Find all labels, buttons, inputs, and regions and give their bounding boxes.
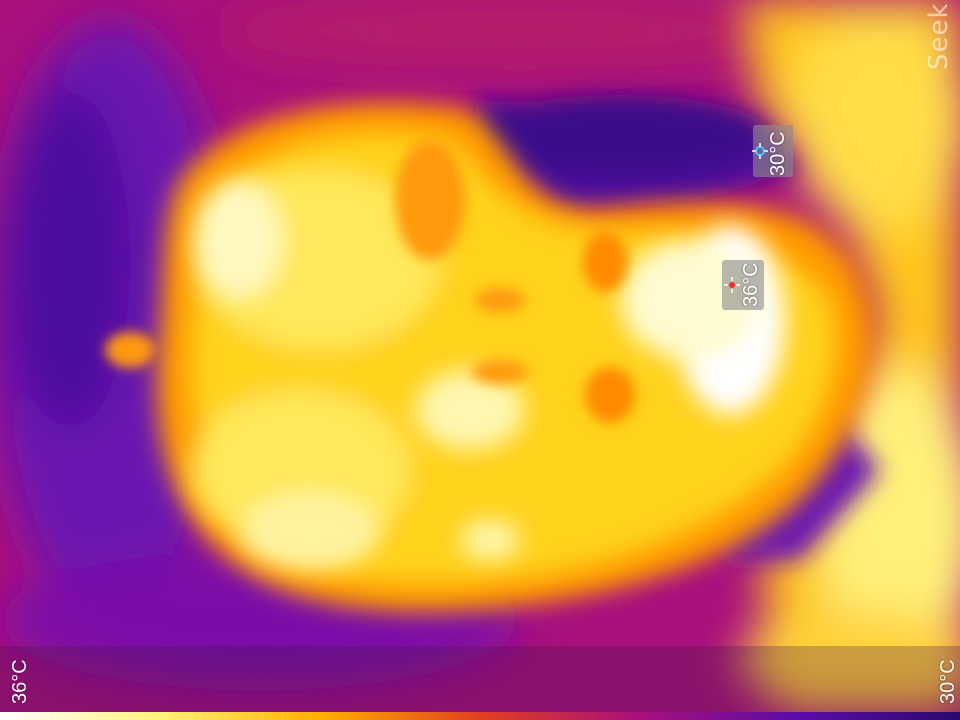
- cold-spot-label-box: [753, 125, 793, 177]
- color-scale-bar: [0, 712, 960, 720]
- hot-spot-temp: 36°C: [740, 262, 762, 307]
- crosshair-hot-icon: [724, 277, 740, 293]
- scale-strip-background: [0, 646, 960, 712]
- crosshair-cold-icon: [752, 143, 768, 159]
- cold-spot-temp: 30°C: [767, 131, 789, 176]
- brand-logo: Seek: [924, 2, 954, 70]
- scale-max-label: 36°C: [9, 659, 31, 704]
- scale-min-label: 30°C: [937, 659, 959, 704]
